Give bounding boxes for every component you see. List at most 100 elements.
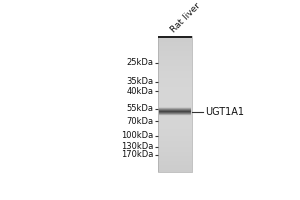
Bar xyxy=(158,158,192,159)
Bar xyxy=(158,114,192,115)
Bar xyxy=(158,100,192,101)
Bar xyxy=(158,80,192,81)
Bar xyxy=(158,130,192,131)
Bar xyxy=(158,58,192,59)
Bar xyxy=(158,170,192,171)
Bar xyxy=(158,142,192,144)
Text: 35kDa: 35kDa xyxy=(127,77,154,86)
Bar xyxy=(158,65,192,66)
Bar xyxy=(158,51,192,52)
Bar xyxy=(158,105,192,106)
Bar xyxy=(158,140,192,141)
Bar xyxy=(158,77,192,78)
Bar xyxy=(158,153,192,154)
Bar xyxy=(158,76,192,77)
Bar xyxy=(158,128,192,129)
Bar xyxy=(158,85,192,86)
Bar xyxy=(158,124,192,126)
Bar xyxy=(158,135,192,136)
Text: 100kDa: 100kDa xyxy=(122,131,154,140)
Bar xyxy=(158,102,192,103)
Bar xyxy=(158,81,192,83)
Bar xyxy=(158,62,192,63)
Bar xyxy=(158,111,192,112)
Bar xyxy=(158,42,192,43)
Bar xyxy=(158,63,192,65)
Bar xyxy=(158,56,192,57)
Bar xyxy=(158,126,192,127)
Bar xyxy=(158,149,192,150)
Bar xyxy=(158,145,192,146)
Bar xyxy=(158,89,192,91)
Text: 130kDa: 130kDa xyxy=(122,142,154,151)
Bar xyxy=(158,115,192,117)
Bar xyxy=(158,166,192,167)
Bar xyxy=(158,36,192,37)
Bar xyxy=(158,74,192,75)
Bar xyxy=(158,46,192,48)
Bar xyxy=(158,69,192,70)
Bar xyxy=(158,45,192,46)
Bar xyxy=(158,97,192,98)
Text: 25kDa: 25kDa xyxy=(127,58,154,67)
Bar xyxy=(158,103,192,104)
Bar xyxy=(158,171,192,172)
Bar xyxy=(158,61,192,62)
Bar xyxy=(158,87,192,88)
Bar xyxy=(158,57,192,58)
Bar xyxy=(158,122,192,123)
Bar xyxy=(158,167,192,168)
Bar xyxy=(158,150,192,152)
Bar xyxy=(158,92,192,93)
Bar xyxy=(158,120,192,121)
Bar xyxy=(158,164,192,165)
Bar xyxy=(158,137,192,138)
Bar xyxy=(158,152,192,153)
Bar xyxy=(158,83,192,84)
Bar xyxy=(158,79,192,80)
Text: Rat liver: Rat liver xyxy=(169,1,202,34)
Bar xyxy=(158,75,192,76)
Bar xyxy=(158,84,192,85)
Bar xyxy=(158,110,192,111)
Bar xyxy=(158,50,192,51)
Bar xyxy=(158,66,192,67)
Bar xyxy=(158,117,192,118)
Bar xyxy=(158,78,192,79)
Bar xyxy=(158,60,192,61)
Bar xyxy=(158,131,192,132)
Bar xyxy=(158,129,192,130)
Bar xyxy=(158,52,192,53)
Bar xyxy=(158,156,192,157)
Bar xyxy=(158,107,192,109)
Bar xyxy=(158,113,192,114)
Bar xyxy=(158,109,192,110)
Bar xyxy=(158,37,192,39)
Bar xyxy=(158,104,192,105)
Bar xyxy=(158,68,192,69)
Text: 170kDa: 170kDa xyxy=(122,150,154,159)
Bar xyxy=(158,43,192,44)
Bar xyxy=(158,155,192,156)
Bar xyxy=(158,95,192,96)
Text: 40kDa: 40kDa xyxy=(127,87,154,96)
Bar xyxy=(158,121,192,122)
Bar xyxy=(158,161,192,162)
Bar xyxy=(158,132,192,133)
Bar xyxy=(158,39,192,40)
Bar xyxy=(158,127,192,128)
Bar xyxy=(158,154,192,155)
Bar xyxy=(158,53,192,54)
Bar xyxy=(158,36,192,38)
Text: 55kDa: 55kDa xyxy=(127,104,154,113)
Bar xyxy=(158,141,192,142)
Bar xyxy=(158,49,192,50)
Bar xyxy=(158,118,192,119)
Bar xyxy=(158,40,192,41)
Bar xyxy=(158,70,192,71)
Bar xyxy=(158,94,192,95)
Bar xyxy=(158,123,192,124)
Bar xyxy=(158,44,192,45)
Bar xyxy=(158,136,192,137)
Bar xyxy=(158,168,192,170)
